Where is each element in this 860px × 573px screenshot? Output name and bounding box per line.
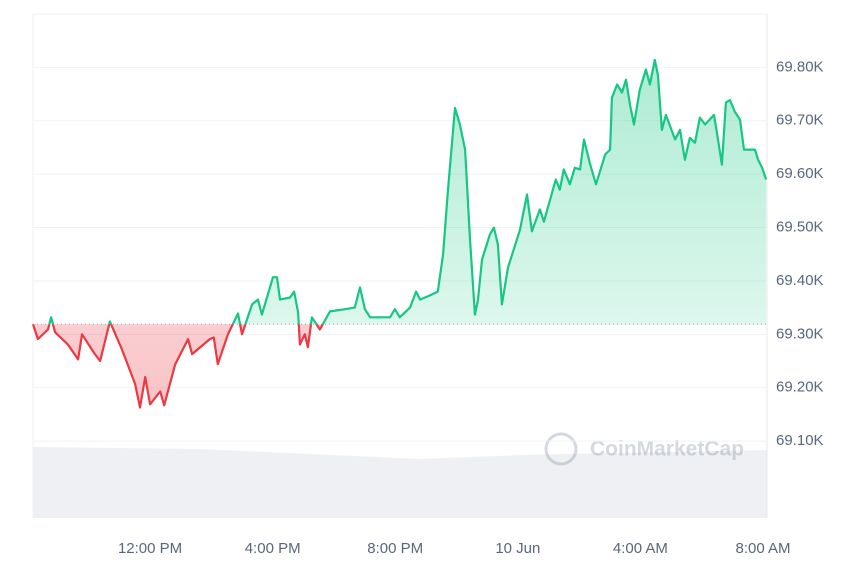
watermark-logo [544,432,578,466]
x-tick-label: 10 Jun [495,540,540,557]
x-tick-label: 4:00 AM [613,540,668,557]
area-down [33,324,767,408]
y-tick-label: 69.50K [776,219,824,236]
y-tick-label: 69.20K [776,379,824,396]
y-tick-label: 69.70K [776,112,824,129]
y-tick-label: 69.80K [776,58,824,75]
price-line-up [33,58,768,325]
watermark: CoinMarketCap [544,432,744,466]
price-line-down [31,324,325,409]
y-tick-label: 69.30K [776,325,824,342]
volume-area [33,447,767,518]
x-tick-label: 12:00 PM [118,540,182,557]
watermark-text: CoinMarketCap [590,438,744,461]
y-tick-label: 69.10K [776,432,824,449]
x-tick-label: 4:00 PM [245,540,301,557]
area-up [49,59,767,325]
x-tick-label: 8:00 PM [367,540,423,557]
y-tick-label: 69.60K [776,165,824,182]
y-tick-label: 69.40K [776,272,824,289]
x-tick-label: 8:00 AM [735,540,790,557]
